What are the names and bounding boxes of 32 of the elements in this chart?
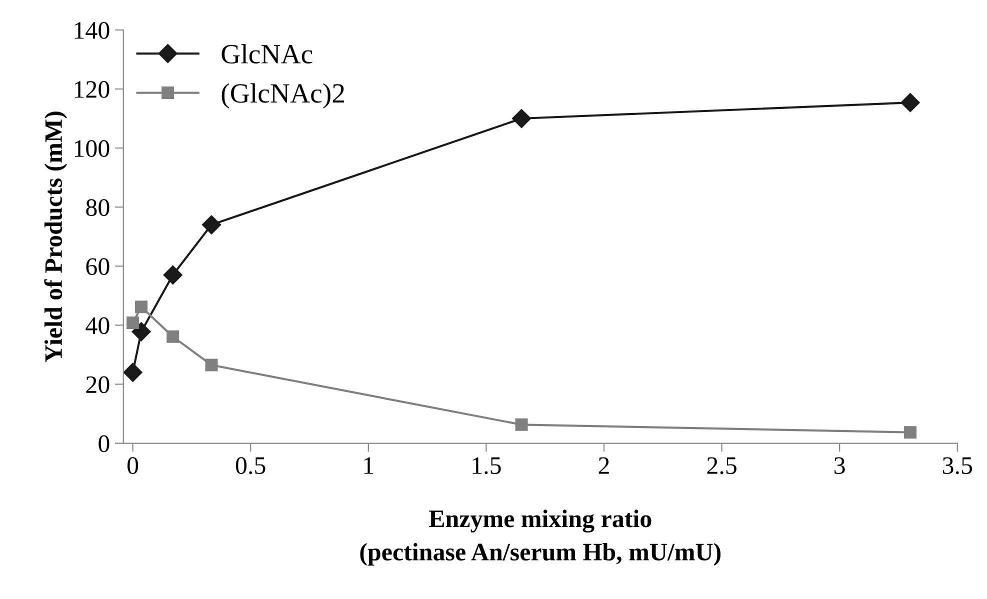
legend-label: (GlcNAc)2 xyxy=(222,83,344,108)
point xyxy=(512,108,532,128)
y-tick-label: 0 xyxy=(98,435,110,452)
x-tick-label: 1 xyxy=(364,457,374,474)
point xyxy=(205,358,218,372)
x-tick-label: 0 xyxy=(128,457,138,474)
y-tick-label: 120 xyxy=(74,81,110,98)
point xyxy=(202,215,222,234)
x-tick-label: 0.5 xyxy=(236,457,266,474)
y-tick-label: 20 xyxy=(86,376,110,394)
x-tick-label: 1.5 xyxy=(472,457,501,474)
legend-label: GlcNAc xyxy=(222,44,312,64)
point xyxy=(163,265,182,285)
point xyxy=(123,362,142,382)
y-tick-label: 80 xyxy=(86,199,110,216)
y-axis-title: Yield of Products (mM) xyxy=(44,112,68,362)
y-tick-label: 60 xyxy=(86,258,110,276)
point xyxy=(904,426,917,439)
y-tick-label: 100 xyxy=(74,140,110,157)
x-axis-title: Enzyme mixing ratio (pectinase An/serum Hb, mU/mU) xyxy=(360,510,721,566)
point xyxy=(515,418,528,431)
x-tick-label: 2.5 xyxy=(707,457,736,474)
point xyxy=(132,322,151,342)
point xyxy=(135,300,148,314)
point xyxy=(166,330,180,343)
x-tick-label: 2 xyxy=(598,457,609,474)
y-tick-label: 40 xyxy=(86,317,110,334)
x-tick-label: 3.5 xyxy=(942,457,972,474)
point xyxy=(900,93,920,112)
x-tick-label: 3 xyxy=(834,457,845,474)
point xyxy=(126,316,140,330)
y-tick-label: 140 xyxy=(74,22,110,39)
